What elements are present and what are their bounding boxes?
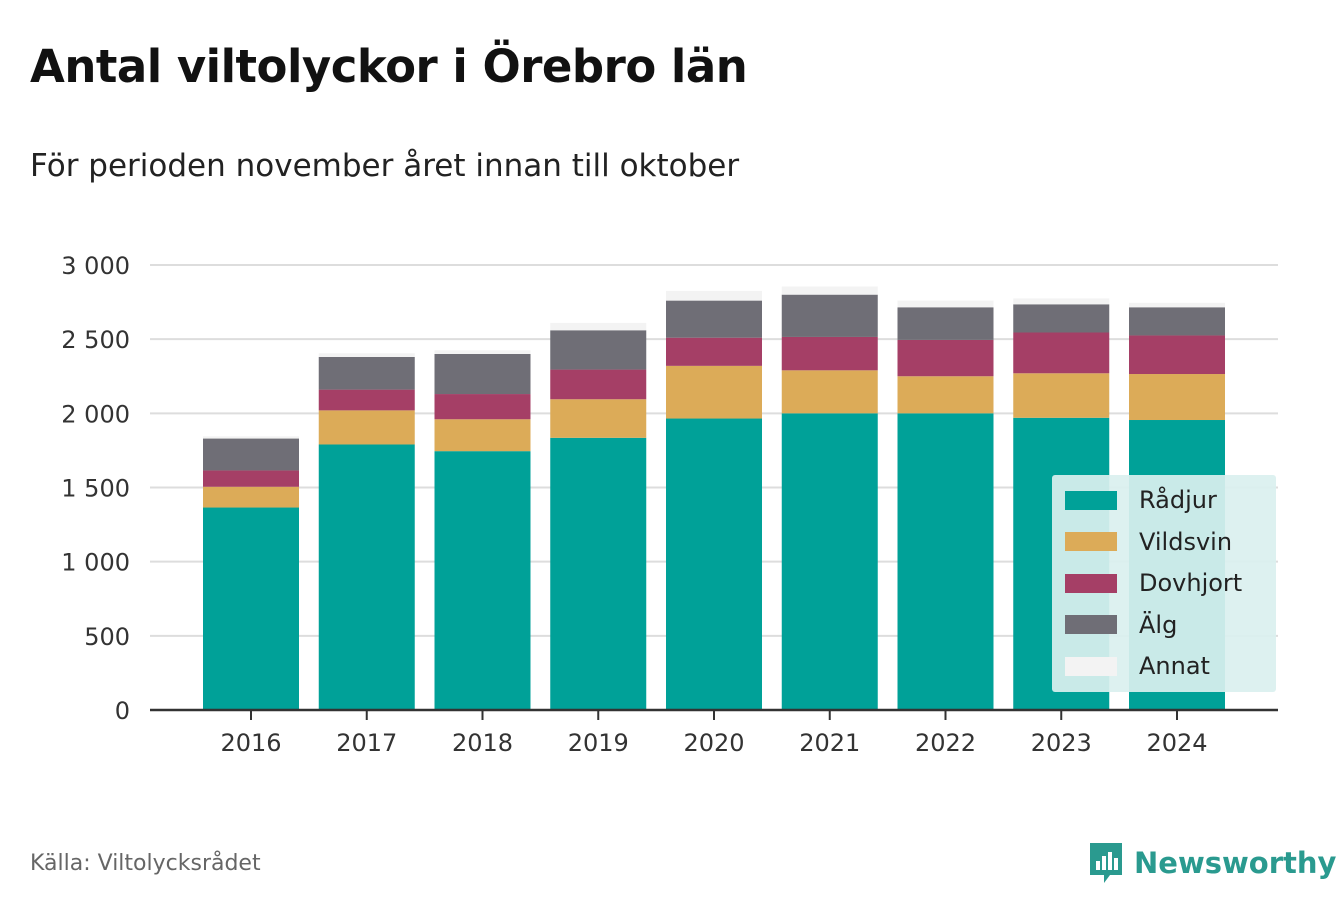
bar-segment-älg-2023 [1013,304,1110,333]
legend-label: Annat [1139,652,1210,680]
bar-segment-älg-2017 [318,356,415,390]
x-axis-tick-labels: 2016 2017 2018 2019 2020 2021 2022 2023 2024 [220,710,1208,757]
bar-segment-älg-2019 [550,330,647,370]
legend-swatch [1065,573,1117,593]
bar-segment-vildsvin-2024 [1129,374,1225,421]
brand-logo[interactable]: Newsworthy [1088,840,1336,886]
bar-segment-rådjur-2021 [781,413,878,710]
bar-segment-dovhjort-2020 [666,337,762,366]
chart-subtitle: För perioden november året innan till ok… [30,148,740,184]
x-tick-label: 2022 [915,729,976,757]
x-tick-label: 2021 [799,729,860,757]
legend-label: Vildsvin [1139,527,1233,556]
legend-label: Rådjur [1139,486,1217,514]
bar-segment-rådjur-2016 [203,507,299,710]
chart-title: Antal viltolyckor i Örebro län [30,40,748,93]
y-tick-label: 1 500 [61,475,130,503]
legend-swatch [1065,532,1117,551]
legend-label: Dovhjort [1139,569,1243,597]
legend-swatch [1065,656,1117,676]
bar-segment-annat-2018 [434,350,531,354]
bar-segment-dovhjort-2023 [1013,332,1110,374]
bar-segment-älg-2021 [781,294,878,337]
bar-segment-annat-2020 [666,290,762,301]
legend-swatch [1065,615,1117,634]
bar-segment-dovhjort-2024 [1129,335,1225,375]
bar-segment-annat-2023 [1013,298,1110,305]
newsworthy-logo-icon [1090,843,1122,883]
bar-segment-dovhjort-2018 [434,394,531,420]
x-tick-label: 2016 [220,729,281,757]
bar-segment-vildsvin-2023 [1013,373,1110,418]
bar-segment-rådjur-2018 [434,451,531,710]
bar-segment-vildsvin-2020 [666,365,762,419]
bar-segment-rådjur-2019 [550,437,647,710]
bar-segment-annat-2022 [897,300,994,308]
bar-segment-annat-2021 [781,286,878,295]
bar-segment-annat-2017 [318,353,415,357]
bar-segment-annat-2016 [203,436,299,439]
bar-segment-dovhjort-2021 [781,336,878,371]
chart-legend: Rådjur Vildsvin Dovhjort Älg Annat [1052,475,1276,692]
bar-segment-dovhjort-2016 [203,470,299,487]
y-tick-label: 3 000 [61,252,130,280]
bar-segment-älg-2018 [434,354,531,395]
legend-item-älg: Älg [1065,609,1177,641]
bar-segment-vildsvin-2022 [897,376,994,414]
bar-segment-vildsvin-2019 [550,399,647,438]
y-tick-label: 2 000 [61,400,130,428]
bar-segment-älg-2020 [666,300,762,338]
bar-segment-annat-2024 [1129,302,1225,308]
y-axis-tick-labels: 0 500 1 000 1 500 2 000 2 500 3 000 [61,252,130,725]
bar-segment-vildsvin-2017 [318,410,415,445]
brand-name: Newsworthy [1134,846,1337,880]
x-tick-label: 2017 [336,729,397,757]
bars [203,286,1225,710]
legend-item-rådjur: Rådjur [1065,484,1217,516]
y-tick-label: 0 [115,697,130,725]
y-tick-label: 2 500 [61,326,130,354]
bar-segment-dovhjort-2022 [897,339,994,377]
legend-label: Älg [1139,610,1178,639]
bar-segment-annat-2019 [550,322,647,331]
y-tick-label: 1 000 [61,549,130,577]
bar-segment-älg-2022 [897,307,994,340]
legend-item-vildsvin: Vildsvin [1065,526,1232,558]
legend-item-annat: Annat [1065,650,1210,682]
bar-segment-rådjur-2020 [666,418,762,710]
legend-item-dovhjort: Dovhjort [1065,567,1242,599]
y-tick-label: 500 [84,623,130,651]
x-tick-label: 2020 [683,729,744,757]
bar-segment-dovhjort-2017 [318,389,415,411]
bar-segment-rådjur-2017 [318,444,415,710]
bar-segment-dovhjort-2019 [550,369,647,400]
source-note: Källa: Viltolycksrådet [30,851,261,876]
x-tick-label: 2023 [1031,729,1092,757]
bar-segment-vildsvin-2021 [781,370,878,414]
bar-segment-älg-2024 [1129,307,1225,336]
x-tick-label: 2019 [568,729,629,757]
bar-segment-vildsvin-2016 [203,486,299,508]
legend-swatch [1065,490,1117,510]
bar-segment-rådjur-2022 [897,413,994,710]
bar-segment-vildsvin-2018 [434,419,531,452]
x-tick-label: 2018 [452,729,513,757]
bar-segment-älg-2016 [203,438,299,471]
x-tick-label: 2024 [1146,729,1207,757]
